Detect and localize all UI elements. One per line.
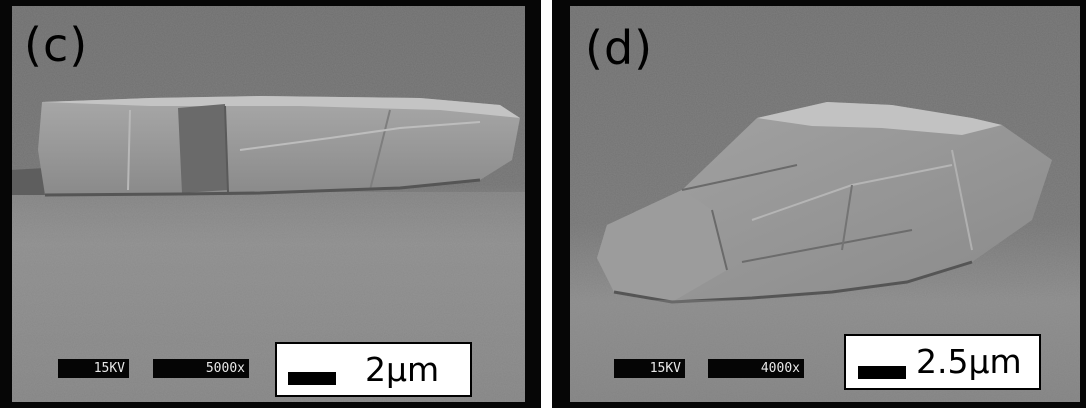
panel-label: (c) xyxy=(24,18,89,72)
crystal-left-face xyxy=(597,190,727,302)
scale-label: 2.5μm xyxy=(916,342,1022,381)
magnification-label: 5000x xyxy=(153,359,249,378)
sem-panel-d: (d) 15KV 4000x 2.5μm xyxy=(552,0,1086,408)
crystal-shadow xyxy=(10,168,45,195)
scale-bar xyxy=(858,366,906,379)
sem-panel-c: (c) 15KV 5000x 2μm xyxy=(0,0,541,408)
voltage-label: 15KV xyxy=(614,359,685,378)
voltage-label: 15KV xyxy=(58,359,129,378)
crystal-top-edge xyxy=(42,96,520,118)
scale-bar xyxy=(288,372,336,385)
crystal-fracture xyxy=(178,104,228,193)
black-side-border xyxy=(0,0,12,408)
panel-label: (d) xyxy=(585,21,654,75)
magnification-label: 4000x xyxy=(708,359,804,378)
sem-image-c xyxy=(0,0,525,408)
black-side-border xyxy=(552,0,570,408)
scale-bar-box: 2μm xyxy=(275,342,472,397)
scale-bar-box: 2.5μm xyxy=(844,334,1041,390)
crystal-top-face xyxy=(757,102,1002,135)
scale-label: 2μm xyxy=(365,350,440,389)
